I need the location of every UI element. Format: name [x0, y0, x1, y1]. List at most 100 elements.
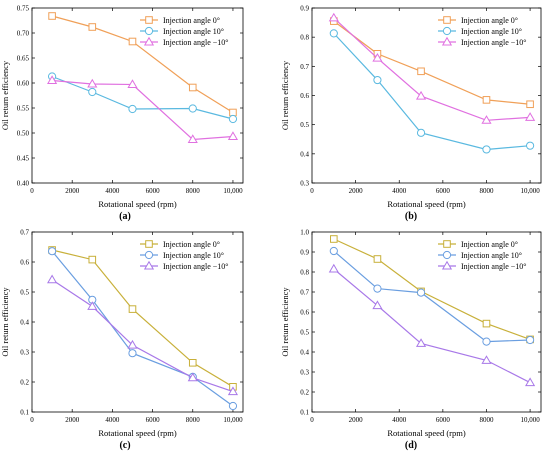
x-tick-label: 10,000	[223, 187, 243, 195]
data-point-triangle	[227, 131, 239, 140]
data-point-circle	[128, 349, 137, 358]
legend-entry: Injection angle −10°	[163, 38, 228, 47]
chart-panel: 0 2000 4000 6000 8000 10,000 0.1 0.2 0.3 0.4 0.5 0.…	[280, 229, 542, 451]
data-point-circle	[416, 128, 426, 137]
data-point-circle	[373, 284, 382, 293]
data-point-triangle	[415, 90, 427, 100]
x-tick-label: 6000	[146, 187, 161, 195]
data-point-triangle	[227, 386, 239, 396]
data-point-circle	[442, 26, 452, 36]
x-tick-label: 6000	[436, 416, 451, 424]
y-tick-label: 0.65	[17, 55, 30, 63]
x-axis-label: Rotational speed (rpm)	[387, 428, 466, 438]
x-tick-label: 8000	[479, 187, 494, 195]
y-tick-label: 0.6	[300, 92, 309, 100]
data-point-circle	[47, 247, 57, 256]
data-point-square	[128, 305, 137, 313]
data-point-triangle	[372, 300, 383, 310]
x-tick-label: 4000	[392, 187, 407, 195]
legend-entry: Injection angle 10°	[461, 27, 522, 36]
data-point-circle	[482, 337, 491, 346]
y-tick-label: 0.2	[300, 389, 309, 397]
legend-entry: Injection angle 0°	[163, 16, 220, 25]
y-tick-label: 0.4	[20, 319, 29, 327]
y-tick-label: 0.60	[17, 80, 30, 88]
legend-entry: Injection angle 0°	[163, 240, 220, 249]
data-point-circle	[525, 335, 535, 345]
data-point-triangle	[127, 339, 138, 349]
panel-label: (c)	[119, 440, 130, 451]
x-tick-label: 6000	[436, 187, 451, 195]
x-tick-label: 4000	[105, 187, 120, 195]
data-point-triangle	[143, 260, 155, 270]
data-point-triangle	[525, 377, 536, 387]
x-tick-label: 10,000	[520, 416, 540, 424]
data-point-circle	[88, 87, 97, 97]
y-tick-label: 0.5	[300, 329, 309, 337]
panel-label: (a)	[119, 211, 131, 222]
legend-entry: Injection angle 10°	[163, 27, 224, 36]
legend-entry: Injection angle 0°	[461, 16, 518, 25]
x-tick-label: 0	[310, 187, 314, 195]
x-tick-label: 0	[310, 416, 314, 424]
y-tick-label: 1.0	[300, 229, 309, 237]
y-tick-label: 0.2	[20, 379, 29, 387]
data-point-triangle	[328, 263, 339, 273]
y-tick-label: 0.6	[20, 259, 29, 267]
legend: Injection angle 0° Injection angle 10° Inj…	[438, 16, 526, 47]
y-tick-label: 0.4	[300, 150, 309, 158]
series	[47, 247, 238, 411]
data-point-square	[145, 16, 153, 24]
data-point-triangle	[127, 79, 138, 88]
data-point-square	[48, 12, 56, 20]
data-point-square	[482, 96, 491, 104]
data-point-circle	[144, 250, 154, 260]
panel-label: (d)	[405, 440, 417, 451]
series-line	[333, 32, 531, 151]
x-tick-label: 8000	[186, 187, 201, 195]
data-point-square	[526, 100, 534, 109]
y-tick-label: 0.5	[300, 121, 309, 129]
y-tick-label: 0.6	[300, 309, 309, 317]
y-tick-label: 0.7	[300, 289, 309, 297]
data-point-triangle	[328, 12, 339, 22]
data-point-triangle	[525, 112, 536, 121]
y-tick-label: 0.8	[300, 34, 309, 42]
y-axis-label: Oil return efficiency	[0, 287, 10, 357]
y-tick-label: 0.4	[300, 349, 309, 357]
series	[328, 12, 536, 124]
data-point-triangle	[481, 355, 492, 364]
y-tick-label: 0.7	[20, 229, 29, 237]
x-tick-label: 6000	[146, 416, 161, 424]
y-tick-label: 0.9	[300, 249, 309, 257]
y-tick-label: 0.9	[300, 5, 309, 13]
x-tick-label: 2000	[65, 416, 80, 424]
x-tick-label: 10,000	[520, 187, 540, 195]
legend: Injection angle 0° Injection angle 10° Inj…	[438, 240, 526, 271]
series	[48, 12, 237, 117]
data-point-triangle	[441, 260, 453, 270]
y-tick-label: 0.40	[17, 180, 30, 188]
data-point-square	[188, 83, 197, 92]
x-axis-label: Rotational speed (rpm)	[387, 199, 466, 209]
data-point-triangle	[481, 115, 492, 124]
data-point-circle	[373, 75, 382, 85]
chart-panel: 0 2000 4000 6000 8000 10,000 0.3 0.4 0.5 0.6 0.7 0.…	[280, 5, 542, 222]
y-axis-label: Oil return efficiency	[280, 60, 290, 130]
x-tick-label: 0	[30, 187, 34, 195]
plot-frame	[31, 7, 244, 184]
legend-entry: Injection angle −10°	[163, 262, 228, 271]
series	[47, 75, 239, 143]
data-point-triangle	[187, 372, 198, 382]
panel-label: (b)	[405, 211, 417, 222]
data-point-triangle	[441, 36, 453, 46]
legend-entry: Injection angle −10°	[461, 38, 526, 47]
y-tick-label: 0.55	[17, 105, 30, 113]
x-tick-label: 4000	[105, 416, 120, 424]
y-tick-label: 0.7	[300, 63, 309, 71]
chart-panel: 0 2000 4000 6000 8000 10,000 0.1 0.2 0.3 0.4 0.5 0.…	[0, 229, 244, 451]
data-point-circle	[482, 145, 491, 154]
series	[329, 246, 535, 346]
series	[328, 263, 536, 387]
